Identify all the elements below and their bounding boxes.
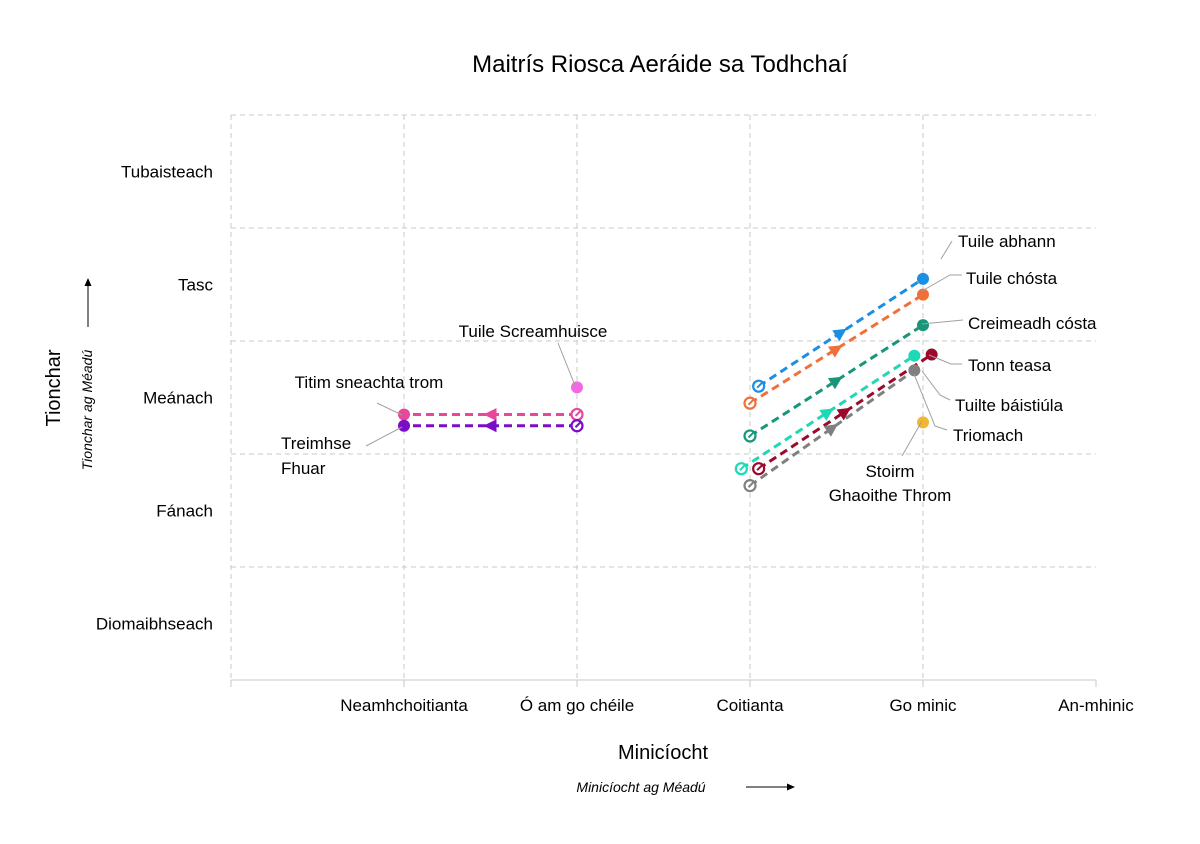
direction-arrowhead <box>827 345 843 358</box>
y-tick-label: Tasc <box>178 276 213 295</box>
current-point-tail <box>756 463 764 471</box>
direction-arrowhead <box>836 407 851 421</box>
x-direction-arrow <box>746 783 795 791</box>
y-axis-title: Tionchar <box>43 349 65 426</box>
leader-line <box>921 370 951 401</box>
grid <box>230 114 1097 687</box>
future-point <box>908 364 921 377</box>
series-creimeadh-costa <box>743 319 929 443</box>
series-triomach <box>743 364 921 493</box>
annotation-titim-sneachta-trom: Titim sneachta trom <box>295 373 444 392</box>
y-tick-label: Diomaibhseach <box>96 615 213 634</box>
direction-arrowhead <box>832 328 847 342</box>
current-point-tail <box>747 480 755 488</box>
series-layer <box>398 272 938 493</box>
leader-line <box>928 354 962 365</box>
annotation-fhuar: Fhuar <box>281 459 326 478</box>
series-tuile-screamhuisce <box>571 381 583 394</box>
leader-line <box>921 319 964 325</box>
future-point <box>917 319 929 332</box>
leader-line <box>557 342 577 389</box>
future-point <box>917 272 929 285</box>
y-tick-label: Tubaisteach <box>121 163 213 182</box>
series-tuile-abhann <box>752 272 929 393</box>
current-point-tail <box>574 409 582 417</box>
x-tick-labels: Neamhchoitianta Ó am go chéile Coitianta Go… <box>340 696 1134 715</box>
annotation-tuile-screamhuisce: Tuile Screamhuisce <box>459 322 608 341</box>
annotations: Tuile abhann Tuile chósta Creimeadh cóst… <box>281 232 1097 505</box>
leader-line <box>940 240 953 260</box>
trajectory-line <box>740 354 916 470</box>
current-point-tail <box>747 398 755 406</box>
series-tuilte-baistiula <box>752 348 938 476</box>
leader-line <box>901 420 923 457</box>
future-point <box>398 408 410 421</box>
future-point <box>917 288 929 301</box>
leader-line <box>913 373 948 431</box>
leader-line <box>921 274 962 292</box>
series-treimhse-fhuar <box>398 419 584 433</box>
annotation-tonn-teasa: Tonn teasa <box>968 356 1052 375</box>
x-tick-label: An-mhinic <box>1058 696 1134 715</box>
current-point-tail <box>756 381 764 389</box>
current-point-tail <box>574 421 582 428</box>
annotation-tuile-chosta: Tuile chósta <box>966 269 1058 288</box>
direction-arrowhead <box>819 408 834 421</box>
direction-arrowhead <box>823 423 838 437</box>
series-tuile-chosta <box>743 288 929 410</box>
trajectory-line <box>749 369 916 487</box>
future-point <box>908 349 921 362</box>
future-point <box>571 381 583 394</box>
annotation-triomach: Triomach <box>953 426 1023 445</box>
leader-lines <box>365 240 964 457</box>
trajectory-line <box>749 323 924 438</box>
x-tick-label: Coitianta <box>716 696 784 715</box>
current-point-tail <box>739 463 747 471</box>
y-axis-subtitle: Tionchar ag Méadú <box>79 350 95 471</box>
y-tick-label: Fánach <box>156 502 213 521</box>
direction-arrowhead <box>483 407 497 421</box>
future-point <box>398 419 410 432</box>
chart-title: Maitrís Riosca Aeráide sa Todhchaí <box>472 51 848 78</box>
x-tick-label: Ó am go chéile <box>520 696 634 715</box>
y-direction-arrow <box>84 278 92 327</box>
series-tonn-teasa <box>734 349 921 476</box>
annotation-treimhse: Treimhse <box>281 434 351 453</box>
trajectory-line <box>757 353 933 470</box>
trajectory-line <box>749 293 924 405</box>
x-axis-subtitle: Minicíocht ag Méadú <box>576 779 705 795</box>
future-point <box>925 348 938 361</box>
direction-arrowhead <box>827 376 843 390</box>
current-point-tail <box>747 431 755 439</box>
annotation-creimeadh-costa: Creimeadh cósta <box>968 314 1097 333</box>
x-tick-label: Neamhchoitianta <box>340 696 468 715</box>
y-tick-labels: Diomaibhseach Fánach Meánach Tasc Tubaisteac… <box>96 163 214 634</box>
direction-arrowhead <box>483 419 497 433</box>
x-axis-title: Minicíocht <box>618 742 708 764</box>
annotation-ghaoithe-throm: Ghaoithe Throm <box>829 486 952 505</box>
leader-line <box>376 402 403 416</box>
annotation-tuilte-baistiula: Tuilte báistiúla <box>955 396 1064 415</box>
annotation-tuile-abhann: Tuile abhann <box>958 232 1056 251</box>
x-tick-label: Go minic <box>889 696 957 715</box>
series-titim-sneachta-trom <box>398 407 584 422</box>
leader-line <box>365 426 403 447</box>
annotation-stoirm: Stoirm <box>865 462 914 481</box>
y-tick-label: Meánach <box>143 389 213 408</box>
